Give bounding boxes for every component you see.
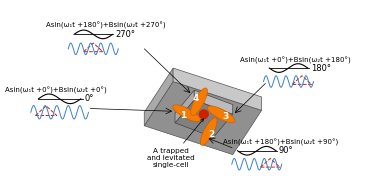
Polygon shape [194,95,203,109]
Text: 3: 3 [222,112,228,121]
Text: 270°: 270° [116,30,135,39]
Polygon shape [173,68,261,110]
Circle shape [200,110,208,119]
Text: A trapped
and levitated
single-cell: A trapped and levitated single-cell [147,119,203,168]
Polygon shape [144,68,173,126]
Polygon shape [200,118,217,145]
Polygon shape [144,81,261,155]
Text: 1: 1 [180,111,186,120]
Polygon shape [175,90,194,123]
Text: 0°: 0° [85,94,94,103]
Text: 90°: 90° [279,146,294,155]
Polygon shape [204,125,213,139]
Text: Asin(ω₁t +0°)+Bsin(ω₂t +0°): Asin(ω₁t +0°)+Bsin(ω₂t +0°) [5,86,107,94]
Text: 4: 4 [193,94,199,103]
Polygon shape [191,88,208,115]
Text: Asin(ω₁t +0°)+Bsin(ω₂t +180°): Asin(ω₁t +0°)+Bsin(ω₂t +180°) [240,57,351,64]
Polygon shape [194,90,233,114]
Polygon shape [208,106,235,123]
Text: Asin(ω₁t +180°)+Bsin(ω₂t +90°): Asin(ω₁t +180°)+Bsin(ω₂t +90°) [223,139,338,146]
Polygon shape [173,105,200,122]
Text: 180°: 180° [311,64,331,73]
Polygon shape [214,110,228,119]
Polygon shape [175,100,233,137]
Text: 2: 2 [208,130,215,139]
Text: Asin(ω₁t +180°)+Bsin(ω₂t +270°): Asin(ω₁t +180°)+Bsin(ω₂t +270°) [46,22,166,29]
Polygon shape [180,108,193,117]
